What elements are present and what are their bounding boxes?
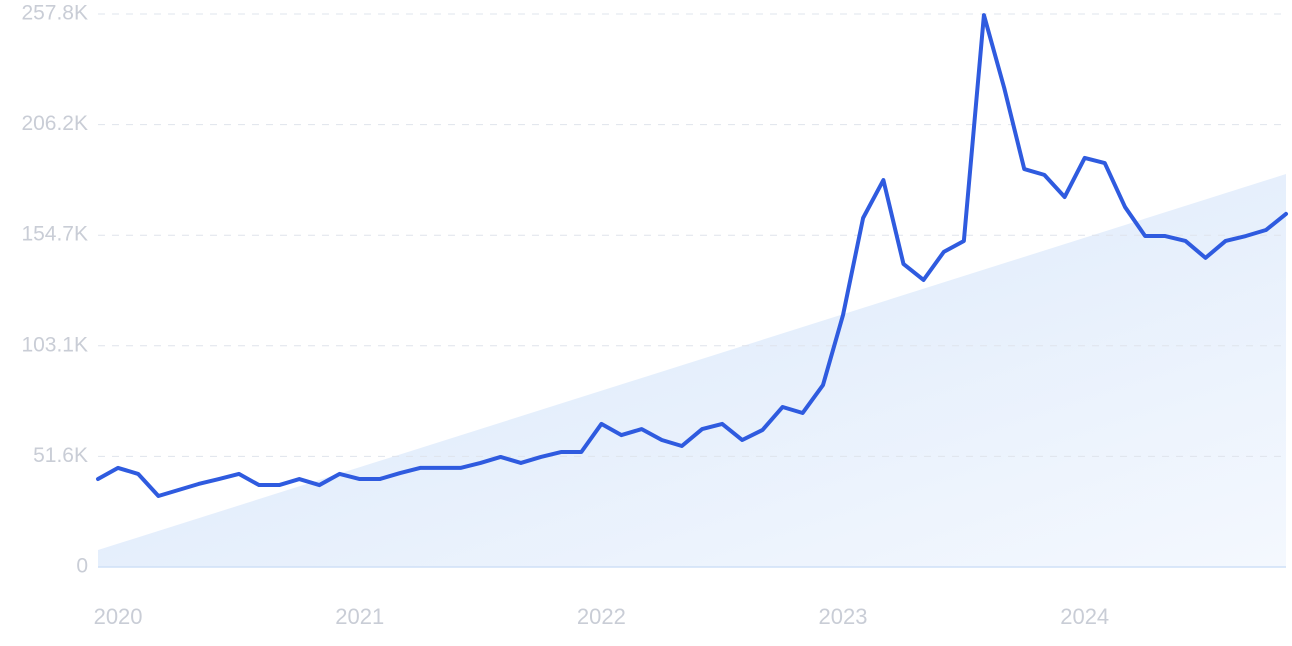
y-tick-label: 206.2K: [21, 112, 88, 135]
y-tick-label: 51.6K: [33, 444, 88, 467]
x-tick-label: 2023: [819, 604, 868, 629]
x-tick-label: 2021: [335, 604, 384, 629]
x-tick-label: 2020: [94, 604, 143, 629]
x-tick-label: 2022: [577, 604, 626, 629]
y-tick-label: 103.1K: [21, 333, 88, 356]
y-tick-label: 0: [76, 555, 88, 578]
x-tick-label: 2024: [1060, 604, 1109, 629]
y-tick-label: 257.8K: [21, 2, 88, 25]
y-tick-label: 154.7K: [21, 223, 88, 246]
trend-area: [98, 174, 1286, 567]
line: [96, 13, 1288, 498]
